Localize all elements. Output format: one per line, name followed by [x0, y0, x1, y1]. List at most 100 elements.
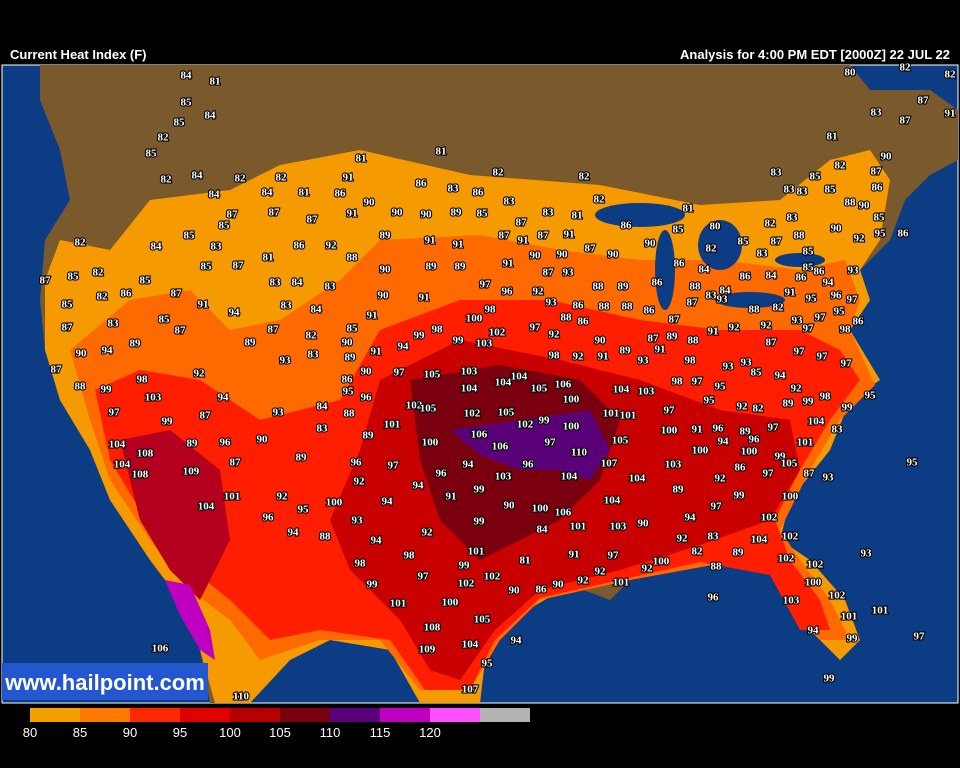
- legend-swatch: [80, 708, 130, 722]
- station-value: 100: [563, 394, 580, 406]
- station-value: 96: [361, 392, 373, 404]
- station-value: 82: [306, 330, 318, 342]
- station-value: 84: [311, 304, 323, 316]
- station-value: 90: [342, 337, 354, 349]
- station-value: 92: [595, 566, 607, 578]
- station-value: 86: [814, 266, 826, 278]
- station-value: 83: [317, 423, 329, 435]
- station-value: 84: [151, 241, 163, 253]
- station-value: 88: [599, 301, 611, 313]
- station-value: 88: [75, 381, 87, 393]
- station-value: 83: [325, 281, 337, 293]
- station-value: 84: [181, 70, 193, 82]
- station-value: 103: [638, 386, 655, 398]
- station-value: 87: [62, 322, 74, 334]
- station-value: 85: [751, 367, 763, 379]
- station-value: 91: [692, 424, 703, 436]
- station-value: 95: [865, 390, 877, 402]
- station-value: 109: [183, 466, 200, 478]
- station-value: 89: [296, 452, 308, 464]
- station-value: 87: [40, 275, 52, 287]
- station-value: 102: [406, 400, 423, 412]
- station-value: 82: [692, 546, 704, 558]
- station-value: 98: [672, 376, 684, 388]
- station-value: 91: [598, 351, 609, 363]
- heat-southwest: [120, 430, 230, 600]
- station-value: 99: [367, 579, 379, 591]
- station-value: 98: [432, 324, 444, 336]
- station-value: 101: [603, 408, 620, 420]
- station-value: 86: [740, 271, 752, 283]
- station-value: 93: [352, 515, 364, 527]
- station-value: 92: [578, 575, 590, 587]
- legend-swatch: [480, 708, 530, 722]
- station-value: 90: [378, 290, 390, 302]
- station-value: 103: [145, 392, 162, 404]
- station-value: 94: [288, 527, 300, 539]
- station-value: 94: [102, 345, 114, 357]
- station-value: 91: [708, 326, 719, 338]
- station-value: 97: [418, 571, 430, 583]
- station-value: 104: [613, 384, 630, 396]
- station-value: 86: [652, 277, 664, 289]
- station-value: 81: [210, 76, 221, 88]
- station-value: 98: [840, 324, 852, 336]
- legend-swatch: [430, 708, 480, 722]
- station-value: 82: [900, 62, 912, 74]
- station-value: 97: [841, 358, 853, 370]
- station-value: 100: [782, 491, 799, 503]
- station-value: 99: [824, 673, 836, 685]
- station-value: 85: [184, 230, 196, 242]
- station-value: 91: [503, 258, 514, 270]
- station-value: 97: [608, 550, 620, 562]
- station-value: 97: [388, 460, 400, 472]
- station-value: 93: [280, 355, 292, 367]
- station-value: 94: [808, 625, 820, 637]
- station-value: 83: [771, 167, 783, 179]
- station-value: 95: [715, 381, 727, 393]
- station-value: 91: [419, 292, 430, 304]
- station-value: 97: [109, 407, 121, 419]
- station-value: 89: [673, 484, 685, 496]
- map-area: [1, 64, 959, 704]
- station-value: 88: [711, 561, 723, 573]
- station-value: 84: [292, 277, 304, 289]
- station-value: 103: [461, 366, 478, 378]
- station-value: 88: [690, 281, 702, 293]
- station-value: 102: [807, 559, 824, 571]
- station-value: 85: [347, 323, 359, 335]
- station-value: 84: [766, 270, 778, 282]
- legend: 80 85 90 95 100 105 110 115 120: [23, 708, 530, 740]
- station-value: 90: [881, 151, 893, 163]
- station-value: 97: [711, 501, 723, 513]
- station-value: 89: [733, 547, 745, 559]
- station-value: 83: [708, 531, 720, 543]
- station-value: 106: [471, 429, 488, 441]
- station-value: 92: [422, 527, 434, 539]
- legend-swatch: [230, 708, 280, 722]
- station-value: 82: [765, 218, 777, 230]
- station-value: 102: [782, 531, 799, 543]
- station-value: 89: [618, 281, 630, 293]
- station-value: 90: [831, 223, 843, 235]
- station-value: 81: [356, 153, 367, 165]
- station-value: 91: [785, 287, 796, 299]
- station-value: 89: [345, 352, 357, 364]
- lake-huron: [698, 220, 742, 270]
- station-value: 87: [585, 243, 597, 255]
- station-value: 87: [538, 230, 550, 242]
- station-value: 99: [453, 335, 465, 347]
- station-value: 93: [848, 265, 860, 277]
- station-value: 92: [573, 351, 585, 363]
- lake-michigan: [655, 230, 675, 310]
- station-value: 96: [713, 423, 725, 435]
- station-value: 82: [161, 174, 173, 186]
- station-value: 89: [740, 426, 752, 438]
- station-value: 85: [477, 208, 489, 220]
- station-value: 91: [347, 208, 358, 220]
- station-value: 101: [390, 598, 407, 610]
- station-value: 100: [653, 556, 670, 568]
- station-value: 88: [561, 312, 573, 324]
- watermark: www.hailpoint.com: [4, 670, 205, 695]
